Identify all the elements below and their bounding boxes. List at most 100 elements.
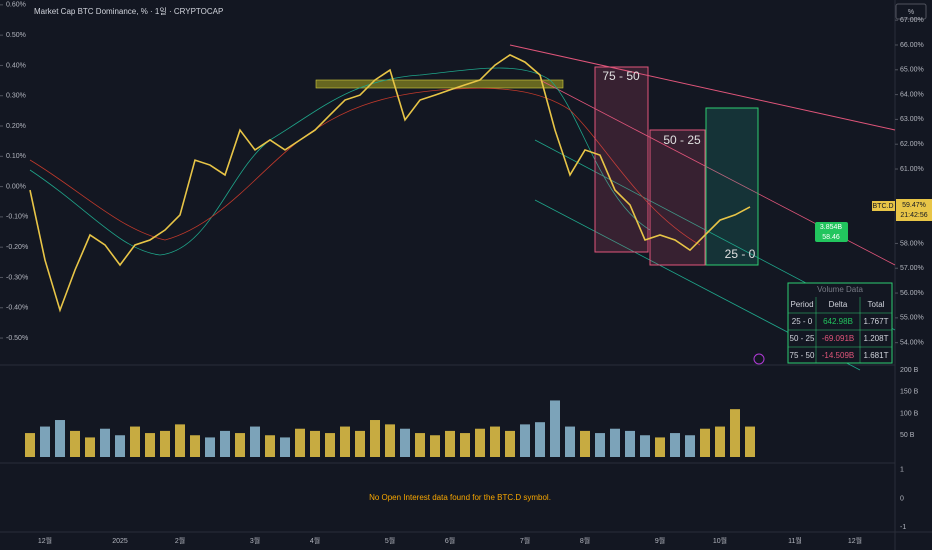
y-tick-label: 62.00% xyxy=(900,141,924,148)
volume-bar xyxy=(700,428,710,457)
x-tick-label: 5월 xyxy=(385,536,395,545)
volume-bar xyxy=(430,435,440,457)
oi-tick-label: 0 xyxy=(900,495,904,502)
table-header: Period xyxy=(790,300,813,309)
symbol-tag-label: BTC.D xyxy=(873,203,894,210)
y2-tick-label: 0.50% xyxy=(6,32,26,39)
y2-tick-label: -0.40% xyxy=(6,305,28,312)
x-tick-label: 8월 xyxy=(580,536,590,545)
y2-tick-label: 0.30% xyxy=(6,93,26,100)
volume-bar xyxy=(400,428,410,457)
volume-bar xyxy=(520,424,530,457)
volume-bar xyxy=(280,437,290,457)
unit-button-label[interactable]: % xyxy=(908,9,914,16)
y2-tick-label: -0.30% xyxy=(6,274,28,281)
volume-bar xyxy=(670,433,680,457)
volume-bar xyxy=(70,430,80,457)
x-tick-label: 4월 xyxy=(310,536,320,545)
volume-bar xyxy=(535,422,545,457)
y-tick-label: 67.00% xyxy=(900,17,924,24)
y2-tick-label: 0.10% xyxy=(6,153,26,160)
volume-bar xyxy=(220,430,230,457)
volume-bar xyxy=(145,433,155,457)
volume-bar xyxy=(415,433,425,457)
symbol-tag xyxy=(872,201,895,211)
volume-bar xyxy=(475,428,485,457)
volume-bar xyxy=(250,426,260,457)
volume-bar xyxy=(55,420,65,457)
volume-bar xyxy=(355,430,365,457)
y2-tick-label: 0.60% xyxy=(6,2,26,9)
volume-bar xyxy=(160,430,170,457)
table-cell: 1.208T xyxy=(864,334,889,343)
x-tick-label: 12월 xyxy=(38,536,52,545)
volume-bar xyxy=(745,426,755,457)
x-tick-label: 2월 xyxy=(175,536,185,545)
volume-table xyxy=(787,282,893,364)
y-tick-label: 66.00% xyxy=(900,42,924,49)
unit-button[interactable] xyxy=(895,3,927,20)
volume-bar xyxy=(40,426,50,457)
y-tick-label: 56.00% xyxy=(900,290,924,297)
table-cell: 50 - 25 xyxy=(790,334,815,343)
volume-tick-label: 100 B xyxy=(900,410,919,417)
volume-bar xyxy=(580,430,590,457)
price-tag-label: 59.47% xyxy=(902,202,926,209)
volume-bar xyxy=(715,426,725,457)
y-tick-label: 57.00% xyxy=(900,265,924,272)
oi-message: No Open Interest data found for the BTC.… xyxy=(369,493,551,502)
volume-bar xyxy=(235,433,245,457)
y-tick-label: 61.00% xyxy=(900,166,924,173)
y-tick-label: 64.00% xyxy=(900,91,924,98)
zone-box xyxy=(705,107,759,266)
volume-bar xyxy=(595,433,605,457)
volume-bar xyxy=(295,428,305,457)
zone-box xyxy=(649,129,706,266)
volume-bar xyxy=(325,433,335,457)
table-cell: -14.509B xyxy=(822,351,854,360)
volume-bar xyxy=(190,435,200,457)
volume-tick-label: 150 B xyxy=(900,389,919,396)
volume-bar xyxy=(550,400,560,457)
table-header: Total xyxy=(868,300,885,309)
x-tick-label: 7월 xyxy=(520,536,530,545)
oi-tick-label: 1 xyxy=(900,467,904,474)
chart-title: Market Cap BTC Dominance, % · 1일 · CRYPT… xyxy=(34,7,223,16)
volume-bar xyxy=(685,435,695,457)
y-tick-label: 58.00% xyxy=(900,240,924,247)
volume-tick-label: 50 B xyxy=(900,432,915,439)
zone-box xyxy=(594,66,649,253)
volume-bar xyxy=(205,437,215,457)
x-tick-label: 2025 xyxy=(112,538,128,545)
zone-label: 50 - 25 xyxy=(663,133,701,147)
volume-bar xyxy=(625,430,635,457)
table-cell: 1.681T xyxy=(864,351,889,360)
volume-bar xyxy=(25,433,35,457)
price-line xyxy=(29,53,751,313)
x-tick-label: 11월 xyxy=(788,536,802,545)
volume-bar xyxy=(130,426,140,457)
x-tick-label: 10월 xyxy=(713,536,727,545)
trend-line xyxy=(509,44,896,131)
volume-bar xyxy=(565,426,575,457)
event-icon[interactable] xyxy=(753,353,765,365)
volume-bar xyxy=(490,426,500,457)
volume-bar xyxy=(640,435,650,457)
price-tag-time: 21:42:56 xyxy=(900,212,927,219)
x-tick-label: 6월 xyxy=(445,536,455,545)
y2-tick-label: 0.00% xyxy=(6,183,26,190)
y2-tick-label: -0.50% xyxy=(6,335,28,342)
volume-bar xyxy=(445,430,455,457)
volume-bar xyxy=(115,435,125,457)
moving-average xyxy=(29,67,651,256)
volume-bar xyxy=(385,424,395,457)
volume-bar xyxy=(505,430,515,457)
y2-tick-label: 0.40% xyxy=(6,62,26,69)
volume-bar xyxy=(610,428,620,457)
table-body: Period Delta Total 25 - 0 642.98B 1.767T 50 - … xyxy=(788,300,892,360)
volume-bar xyxy=(85,437,95,457)
table-cell: 1.767T xyxy=(864,317,889,326)
volume-bar xyxy=(310,430,320,457)
